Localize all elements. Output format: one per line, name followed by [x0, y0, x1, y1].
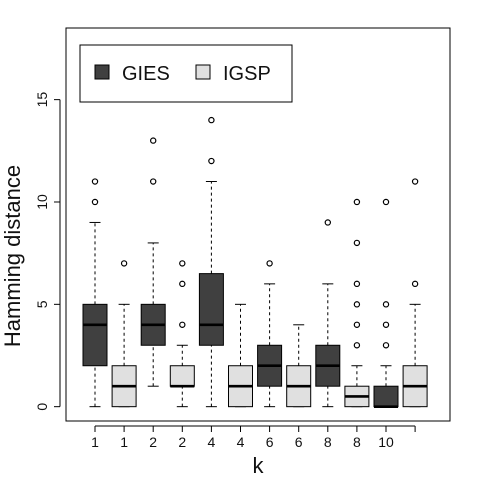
x-tick-label: 1	[91, 434, 99, 450]
outlier-point	[149, 137, 157, 144]
outlier-point	[411, 280, 419, 288]
legend-swatch-igsp	[195, 64, 211, 80]
legend: GIES IGSP	[79, 44, 293, 103]
y-axis-title: Hamming distance	[0, 165, 25, 347]
outlier-point	[91, 198, 99, 206]
plot-frame	[65, 27, 451, 422]
box-body	[169, 365, 195, 387]
box-igsp-k10	[402, 178, 428, 408]
box-body	[82, 303, 108, 367]
box-series	[82, 116, 428, 408]
box-gies-k2	[140, 137, 166, 387]
outlier-point	[382, 301, 390, 308]
box-igsp-k8	[344, 198, 370, 408]
legend-frame	[79, 44, 293, 103]
x-tick-label: 8	[324, 434, 332, 450]
x-tick-label: 2	[149, 434, 157, 450]
box-gies-k10	[373, 198, 399, 408]
x-tick-label: 2	[178, 434, 186, 450]
outlier-point	[353, 321, 361, 328]
legend-label-igsp: IGSP	[223, 63, 271, 85]
outlier-point	[382, 321, 390, 328]
box-gies-k8	[315, 219, 341, 408]
box-igsp-k1	[111, 260, 137, 408]
y-tick-label: 5	[34, 300, 50, 308]
outlier-point	[382, 198, 390, 206]
outlier-point	[208, 116, 215, 124]
axes: 0 5 10 15 1 1 2 2 4 4 6 6 8 8 10	[34, 92, 416, 450]
box-igsp-k6	[286, 324, 312, 408]
x-tick-label: 4	[208, 434, 216, 450]
plot-area	[65, 27, 451, 422]
box-gies-k6	[257, 260, 283, 408]
box-gies-k1	[82, 178, 108, 408]
y-tick-label: 10	[34, 194, 50, 210]
legend-swatch-gies	[94, 64, 110, 80]
outlier-point	[179, 260, 186, 267]
outlier-point	[353, 239, 361, 247]
box-gies-k4	[198, 116, 224, 408]
outlier-point	[266, 260, 273, 267]
outlier-point	[91, 178, 99, 185]
outlier-point	[382, 342, 390, 349]
x-tick-label: 10	[378, 434, 394, 450]
outlier-point	[353, 198, 361, 206]
outlier-point	[208, 157, 215, 165]
box-body	[373, 385, 399, 408]
x-tick-label: 8	[353, 434, 361, 450]
outlier-point	[324, 219, 331, 226]
outlier-point	[149, 178, 157, 185]
box-igsp-k2	[169, 260, 195, 408]
x-tick-label: 4	[237, 434, 245, 450]
x-tick-label: 1	[120, 434, 128, 450]
box-body	[198, 273, 224, 346]
outlier-point	[353, 280, 361, 288]
outlier-point	[120, 260, 128, 267]
x-tick-label: 6	[295, 434, 303, 450]
legend-label-gies: GIES	[122, 63, 170, 85]
outlier-point	[353, 342, 361, 349]
y-tick-label: 0	[34, 403, 50, 411]
box-igsp-k4	[228, 303, 253, 408]
outlier-point	[353, 301, 361, 308]
x-tick-label: 6	[266, 434, 274, 450]
y-tick-label: 15	[34, 92, 50, 108]
outlier-point	[411, 178, 419, 185]
outlier-point	[179, 280, 186, 288]
outlier-point	[179, 321, 186, 328]
x-axis-title: k	[253, 453, 265, 478]
